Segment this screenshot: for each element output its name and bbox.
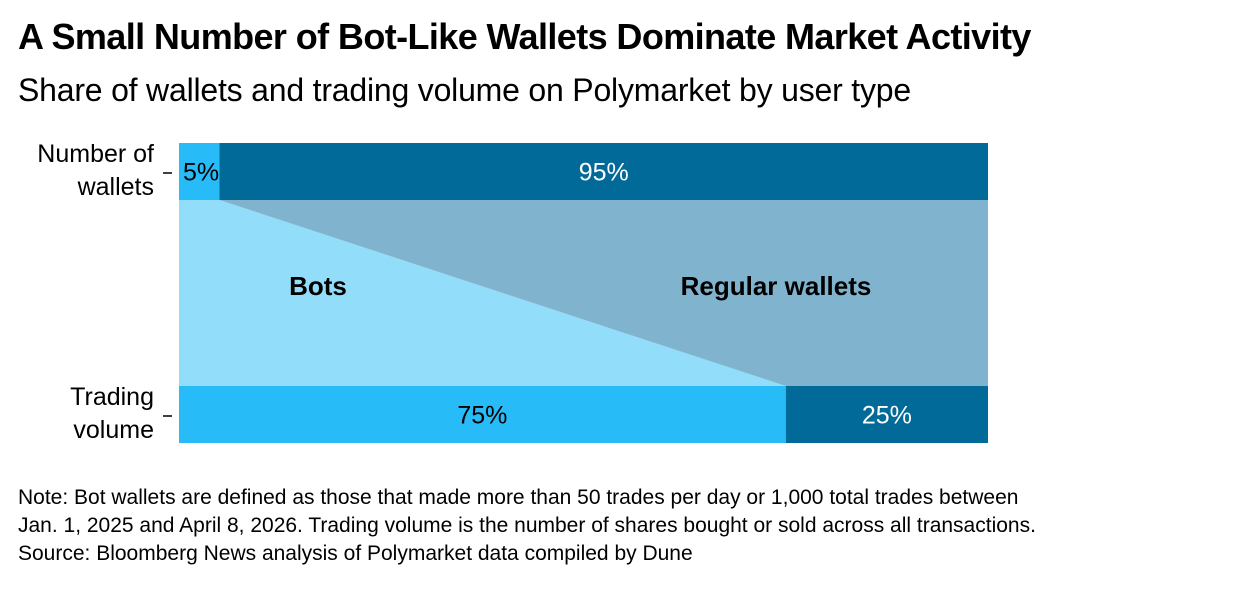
series-label-regular-wallets: Regular wallets <box>681 271 872 301</box>
bar-number-of-wallets-regular-wallets <box>219 143 988 200</box>
bar-trading-volume-regular-wallets <box>785 386 988 443</box>
value-label-number-of-wallets-regular-wallets: 95% <box>579 159 629 187</box>
series-label-bots: Bots <box>289 271 347 301</box>
category-label-line: Number of <box>37 140 154 168</box>
regular-wallets-band <box>219 200 988 386</box>
value-label-trading-volume-bots: 75% <box>457 402 507 430</box>
value-label-trading-volume-regular-wallets: 25% <box>862 402 912 430</box>
bots-band <box>179 200 786 386</box>
bar-trading-volume-bots <box>179 386 786 443</box>
chart-footnote: Note: Bot wallets are defined as those t… <box>18 484 1233 568</box>
note-line-1: Note: Bot wallets are defined as those t… <box>18 486 1019 509</box>
chart-title: A Small Number of Bot-Like Wallets Domin… <box>18 16 1031 57</box>
bar-number-of-wallets-bots <box>179 143 220 200</box>
note-line-2: Jan. 1, 2025 and April 8, 2026. Trading … <box>18 514 1036 537</box>
category-label-trading-volume: Trading volume <box>70 383 154 444</box>
source-line: Source: Bloomberg News analysis of Polym… <box>18 542 693 565</box>
category-label-line: volume <box>73 416 154 444</box>
category-label-line: Trading <box>70 383 154 411</box>
stacked-bar-chart: 5% 95% Number of wallets 75% 25% Trading volume… <box>37 140 988 444</box>
category-label-line: wallets <box>77 173 154 201</box>
category-label-number-of-wallets: Number of wallets <box>37 140 154 201</box>
value-label-number-of-wallets-bots: 5% <box>183 159 219 187</box>
chart-subtitle: Share of wallets and trading volume on P… <box>18 72 911 108</box>
